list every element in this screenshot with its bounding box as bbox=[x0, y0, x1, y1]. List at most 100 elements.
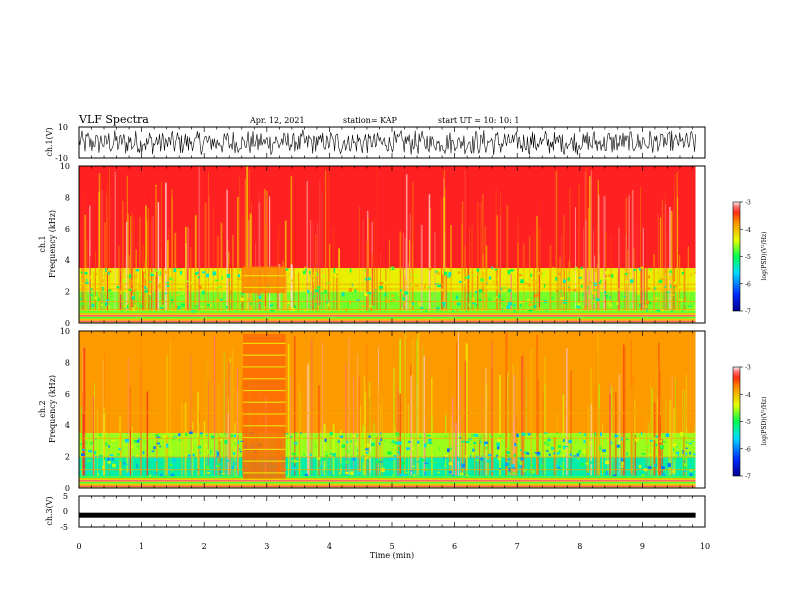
spectrogram-speckle bbox=[430, 286, 433, 288]
spectrogram-speckle bbox=[621, 462, 624, 466]
spectrogram-speckle bbox=[649, 301, 652, 304]
spectrogram-speckle bbox=[154, 472, 157, 474]
spectrogram-speckle bbox=[482, 269, 486, 272]
spectrogram-speckle bbox=[180, 289, 183, 291]
spectrogram-streak bbox=[596, 193, 598, 311]
spectrogram-speckle bbox=[393, 271, 397, 273]
ch1-ytick-top: 10 bbox=[58, 123, 68, 132]
spectrogram-speckle bbox=[528, 470, 532, 474]
spectrogram-speckle bbox=[190, 281, 193, 286]
spectrogram-speckle bbox=[391, 294, 394, 298]
spectrogram-streak bbox=[544, 384, 546, 476]
spectrogram-speckle bbox=[498, 435, 503, 437]
spectrogram-streak bbox=[93, 271, 96, 311]
spectrogram-speckle bbox=[344, 441, 347, 446]
spectrogram-speckle bbox=[117, 274, 119, 277]
spectrogram-speckle bbox=[329, 431, 333, 436]
spectrogram-speckle bbox=[153, 458, 158, 461]
spectrogram-empty-region bbox=[695, 331, 705, 488]
spectrogram-speckle bbox=[641, 432, 643, 435]
spectrogram-speckle bbox=[155, 434, 160, 437]
spectrogram-speckle bbox=[349, 301, 351, 305]
spectrogram-speckle bbox=[508, 301, 512, 306]
spectrogram-speckle bbox=[495, 285, 498, 289]
spectrogram-speckle bbox=[436, 284, 438, 287]
spectrogram-streak bbox=[422, 345, 424, 476]
spectrogram-speckle bbox=[513, 304, 516, 307]
spectrogram-speckle bbox=[333, 267, 336, 271]
spectrogram-streak bbox=[363, 375, 365, 476]
spectrogram-speckle bbox=[673, 281, 676, 285]
spectrogram-streak bbox=[385, 201, 387, 311]
spectrogram-streak bbox=[82, 192, 85, 311]
spectrogram-speckle bbox=[144, 279, 147, 284]
spectrogram-streak bbox=[598, 408, 601, 476]
spectrogram-speckle bbox=[101, 303, 103, 306]
spectrogram-speckle bbox=[312, 295, 315, 299]
spectrogram-speckle bbox=[416, 461, 421, 463]
spectrogram-streak bbox=[187, 227, 189, 311]
spectrogram-speckle bbox=[365, 277, 367, 281]
spectrogram-streak bbox=[411, 217, 413, 311]
spectrogram-speckle bbox=[148, 293, 152, 295]
spectrogram-streak bbox=[371, 253, 374, 311]
spectrogram-speckle bbox=[672, 443, 677, 447]
spectrogram-speckle bbox=[95, 438, 97, 440]
spectrogram-speckle bbox=[200, 306, 204, 308]
spectrogram-streak bbox=[219, 436, 221, 476]
spectrogram-speckle bbox=[519, 302, 524, 304]
spectrogram-speckle bbox=[673, 457, 677, 460]
spectrogram-speckle bbox=[574, 268, 576, 271]
spectrogram-streak bbox=[161, 181, 162, 311]
spectrogram-streak bbox=[94, 382, 95, 476]
spectrogram-speckle bbox=[468, 439, 470, 442]
spectrogram-speckle bbox=[287, 272, 291, 277]
spectrogram-streak bbox=[298, 383, 300, 476]
spectrogram-streak bbox=[329, 408, 332, 476]
spectrogram-speckle bbox=[87, 275, 91, 280]
spectrogram-speckle bbox=[97, 297, 100, 302]
spectrogram-streak bbox=[319, 430, 321, 476]
spectrogram-speckle bbox=[673, 286, 676, 290]
spectrogram-streak bbox=[103, 412, 106, 476]
spectrogram-speckle bbox=[189, 435, 194, 438]
spectrogram-lowfreq-line bbox=[79, 320, 696, 323]
spectrogram-speckle bbox=[479, 272, 481, 275]
spectrogram-streak bbox=[584, 172, 586, 311]
spectrogram-speckle bbox=[348, 288, 352, 292]
spectrogram-streak bbox=[597, 263, 598, 311]
spectrogram-speckle bbox=[580, 284, 583, 288]
colorbar-tick-label: -4 bbox=[745, 227, 751, 234]
spectrogram-streak bbox=[483, 433, 486, 476]
spectrogram-streak bbox=[314, 234, 317, 311]
spectrogram-streak bbox=[389, 239, 390, 311]
spectrogram-streak bbox=[114, 172, 116, 311]
spectrogram-tone-line bbox=[79, 283, 696, 285]
spectrogram-speckle bbox=[519, 465, 522, 468]
spectrogram-speckle bbox=[419, 435, 421, 438]
spectrogram-speckle bbox=[586, 472, 589, 475]
spectrogram-speckle bbox=[227, 459, 230, 462]
spectrogram-speckle bbox=[206, 435, 208, 437]
spectrogram-speckle bbox=[476, 309, 479, 312]
spectrogram-speckle bbox=[563, 279, 566, 284]
spectrogram-ytick-label: 10 bbox=[60, 327, 70, 336]
spectrogram-speckle bbox=[672, 469, 676, 474]
spectrogram-speckle bbox=[187, 460, 190, 462]
spectrogram-streak bbox=[198, 424, 200, 476]
spectrogram-streak bbox=[157, 202, 160, 311]
spectrogram-streak bbox=[536, 216, 538, 311]
spectrogram-speckle bbox=[644, 304, 647, 308]
spectrogram-speckle bbox=[322, 275, 326, 278]
ch1-colorbar-gradient bbox=[732, 201, 741, 312]
spectrogram-speckle bbox=[410, 302, 412, 305]
spectrogram-speckle bbox=[689, 473, 693, 477]
spectrogram-speckle bbox=[205, 273, 209, 278]
spectrogram-speckle bbox=[666, 291, 671, 293]
spectrogram-speckle bbox=[457, 271, 461, 274]
spectrogram-speckle bbox=[109, 454, 114, 456]
spectrogram-streak bbox=[678, 254, 681, 311]
spectrogram-speckle bbox=[237, 277, 241, 280]
spectrogram-streak bbox=[131, 231, 133, 311]
spectrogram-streak bbox=[187, 224, 189, 311]
